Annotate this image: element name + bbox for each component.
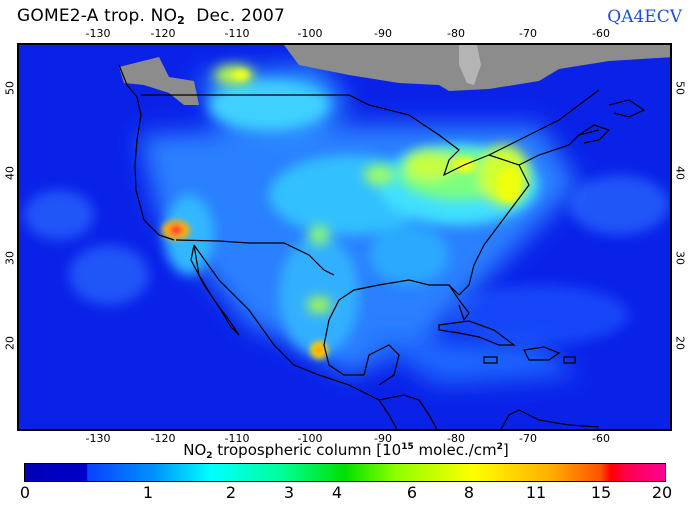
lon-tick-top: -120 xyxy=(150,27,176,40)
lon-tick-bottom: -100 xyxy=(297,432,323,445)
colorbar-tick: 8 xyxy=(463,483,475,502)
map-title: GOME2-A trop. NO2 Dec. 2007 xyxy=(17,6,286,27)
lon-tick-top: -60 xyxy=(592,27,610,40)
lon-tick-top: -70 xyxy=(519,27,537,40)
lon-tick-bottom: -80 xyxy=(447,432,465,445)
lon-tick-bottom: -60 xyxy=(592,432,610,445)
colorbar-tick: 20 xyxy=(651,483,673,502)
map-canvas xyxy=(19,45,670,429)
colorbar-tick: 15 xyxy=(590,483,612,502)
brand-label: QA4ECV xyxy=(607,7,682,27)
colorbar-tick: 2 xyxy=(225,483,237,502)
lat-tick-right: 50 xyxy=(673,81,687,95)
lat-tick-right: 40 xyxy=(673,166,687,180)
lon-tick-top: -90 xyxy=(374,27,392,40)
lon-tick-top: -110 xyxy=(224,27,250,40)
colorbar xyxy=(24,463,666,482)
colorbar-tick: 6 xyxy=(406,483,418,502)
no2-map[interactable] xyxy=(17,43,672,431)
lat-tick-right: 20 xyxy=(673,336,687,350)
colorbar-tick: 3 xyxy=(283,483,295,502)
lon-tick-bottom: -70 xyxy=(519,432,537,445)
lon-tick-bottom: -120 xyxy=(150,432,176,445)
lon-tick-bottom: -90 xyxy=(374,432,392,445)
lat-tick-left: 30 xyxy=(3,251,17,265)
colorbar-tick: 1 xyxy=(142,483,154,502)
colorbar-tick: 4 xyxy=(331,483,343,502)
lat-tick-left: 50 xyxy=(3,81,17,95)
lon-tick-top: -130 xyxy=(85,27,111,40)
colorbar-tick: 11 xyxy=(525,483,547,502)
colorbar-tick: 0 xyxy=(19,483,31,502)
colorbar-label: NO2 tropospheric column [1015 molec./cm2… xyxy=(183,441,509,461)
lon-tick-bottom: -110 xyxy=(224,432,250,445)
lat-tick-left: 40 xyxy=(3,166,17,180)
lon-tick-bottom: -130 xyxy=(85,432,111,445)
lon-tick-top: -80 xyxy=(447,27,465,40)
lat-tick-right: 30 xyxy=(673,251,687,265)
lat-tick-left: 20 xyxy=(3,336,17,350)
lon-tick-top: -100 xyxy=(297,27,323,40)
